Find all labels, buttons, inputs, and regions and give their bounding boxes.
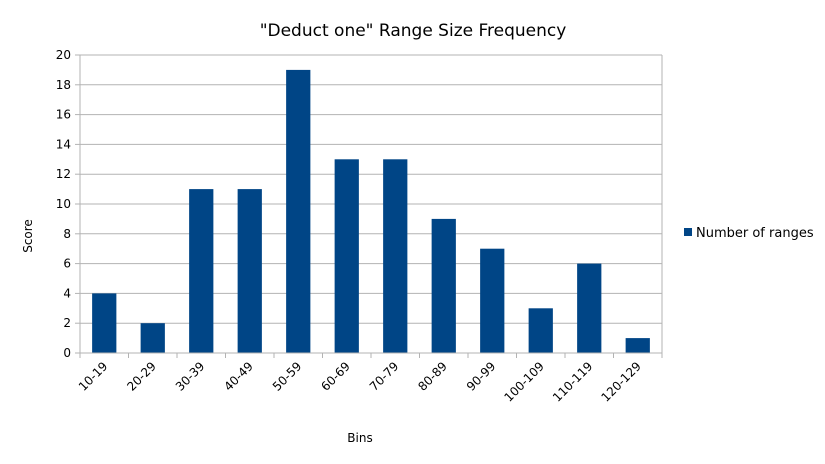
x-tick-label: 90-99 — [464, 359, 499, 394]
x-tick-label: 10-19 — [76, 359, 111, 394]
bar-70-79 — [383, 159, 408, 353]
bar-40-49 — [237, 189, 262, 353]
bar-80-89 — [431, 218, 456, 353]
legend: Number of ranges — [684, 226, 814, 241]
x-tick-label: 110-119 — [550, 359, 595, 404]
y-tick-label: 4 — [63, 286, 71, 300]
y-tick-label: 6 — [63, 257, 71, 271]
bar-120-129 — [625, 338, 650, 353]
bar-100-109 — [528, 308, 553, 353]
y-tick-label: 10 — [56, 197, 71, 211]
bar-30-39 — [189, 189, 214, 353]
x-tick-label: 80-89 — [415, 359, 450, 394]
y-tick-label: 14 — [56, 137, 71, 151]
axes — [79, 55, 663, 358]
y-axis-label: Score — [21, 219, 35, 253]
bar-50-59 — [286, 69, 311, 354]
x-axis-label: Bins — [347, 431, 372, 445]
y-tick-label: 18 — [56, 78, 71, 92]
y-tick-label: 2 — [63, 316, 71, 330]
x-tick-labels: 10-19 20-29 30-39 40-49 50-59 60-69 70-79 80-89… — [76, 359, 644, 404]
x-tick-label: 100-109 — [502, 359, 547, 404]
bar-90-99 — [480, 248, 505, 353]
bar-10-19 — [92, 293, 117, 353]
bar-60-69 — [334, 159, 359, 353]
x-tick-label: 30-39 — [173, 359, 208, 394]
gridlines — [75, 54, 662, 354]
y-tick-label: 8 — [63, 227, 71, 241]
bars — [92, 69, 650, 354]
y-tick-label: 20 — [56, 48, 71, 62]
x-tick-label: 70-79 — [367, 359, 402, 394]
y-tick-label: 12 — [56, 167, 71, 181]
x-tick-label: 120-129 — [599, 359, 644, 404]
x-tick-label: 40-49 — [221, 359, 256, 394]
y-tick-labels: 0 2 4 6 8 10 12 14 16 18 20 — [56, 48, 71, 360]
legend-swatch — [684, 228, 692, 236]
legend-label: Number of ranges — [696, 226, 814, 241]
x-tick-label: 20-29 — [124, 359, 159, 394]
y-tick-label: 16 — [56, 108, 71, 122]
chart-title: "Deduct one" Range Size Frequency — [260, 21, 567, 41]
x-tick-label: 60-69 — [318, 359, 353, 394]
bar-20-29 — [140, 323, 165, 353]
x-tick-label: 50-59 — [270, 359, 305, 394]
y-tick-label: 0 — [63, 346, 71, 360]
bar-110-119 — [577, 263, 602, 353]
